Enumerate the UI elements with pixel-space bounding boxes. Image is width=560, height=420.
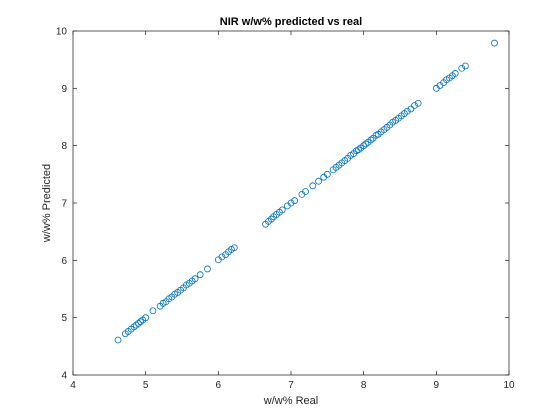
scatter-point	[196, 271, 204, 279]
x-axis-label: w/w% Real	[263, 395, 318, 407]
scatter-point	[149, 307, 157, 315]
scatter-point	[218, 253, 226, 261]
x-tick-label: 8	[361, 380, 367, 391]
scatter-point	[302, 188, 309, 195]
scatter-point	[267, 215, 275, 223]
scatter-point	[414, 99, 422, 107]
y-tick-label: 7	[61, 199, 67, 210]
scatter-point	[230, 244, 238, 252]
scatter-point	[362, 140, 370, 148]
scatter-point	[367, 136, 375, 144]
data-points	[114, 39, 498, 344]
scatter-point	[278, 206, 286, 214]
x-tick-label: 10	[503, 380, 515, 391]
y-tick-label: 10	[56, 27, 68, 38]
chart-title: NIR w/w% predicted vs real	[220, 16, 362, 28]
scatter-point	[191, 275, 199, 283]
plot-frame	[72, 30, 510, 376]
scatter-point	[315, 177, 323, 185]
scatter-point	[291, 197, 299, 205]
scatter-point	[491, 39, 498, 47]
x-tick-label: 7	[288, 380, 294, 391]
x-tick-label: 9	[434, 380, 440, 391]
scatter-point	[132, 321, 140, 329]
scatter-point	[134, 319, 142, 327]
scatter-point	[360, 142, 368, 150]
y-tick-label: 8	[61, 141, 67, 152]
scatter-point	[323, 170, 331, 178]
scatter-point	[403, 107, 411, 115]
scatter-point	[204, 265, 211, 273]
scatter-point	[287, 199, 295, 207]
scatter-point	[451, 70, 459, 77]
scatter-point	[142, 314, 150, 322]
x-tick-label: 4	[70, 380, 76, 391]
scatter-point	[407, 105, 415, 113]
scatter-point	[130, 323, 138, 331]
scatter-point	[114, 336, 122, 344]
y-tick-label: 9	[61, 84, 67, 95]
scatter-point	[309, 182, 317, 190]
scatter-point	[461, 62, 469, 70]
x-tick-label: 6	[216, 380, 222, 391]
scatter-point	[458, 64, 466, 72]
x-tick-label: 5	[143, 380, 149, 391]
y-tick-label: 6	[61, 256, 67, 267]
plot-background	[73, 31, 509, 375]
scatter-point	[355, 146, 362, 154]
y-tick-label: 5	[61, 313, 67, 324]
scatter-point	[137, 318, 144, 326]
y-tick-label: 4	[61, 371, 67, 382]
scatter-point	[411, 102, 418, 109]
y-axis-label: w/w% Predicted	[41, 164, 53, 243]
